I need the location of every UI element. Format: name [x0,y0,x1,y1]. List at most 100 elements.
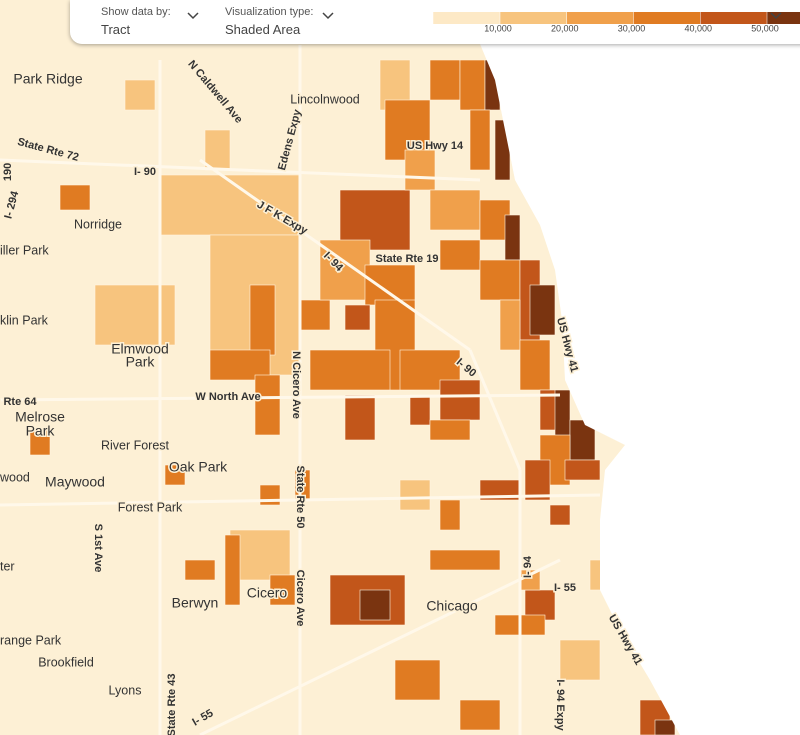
map-label: wood [0,470,30,484]
map-label: I- 94 [522,555,534,578]
map-label: I- 90 [134,166,156,178]
tract [164,464,186,486]
lake-michigan [480,44,800,735]
tract [409,394,431,426]
legend-swatch [767,12,800,24]
tract [94,284,176,346]
legend-swatch [433,12,500,24]
map-label: Park [126,354,156,370]
tract [529,284,556,336]
map-label: I- 55 [554,582,576,594]
tract [439,499,461,531]
control-panel: Show data by: Tract Visualization type: … [70,0,800,44]
control-label: Visualization type: [225,6,314,18]
dropdown-arrow[interactable] [187,12,199,20]
legend-swatch [633,12,701,24]
tract [554,389,571,441]
tract [309,349,391,391]
map-label: State Rte 64 [0,396,37,408]
map-label: W North Ave [195,391,260,403]
tract [504,214,521,261]
tract [254,374,281,436]
tract [59,184,91,211]
tract [559,639,601,681]
tract [224,534,241,606]
control-label: Show data by: [101,6,171,18]
visualization-select[interactable]: Visualization type: Shaded Area [225,6,313,37]
tract [184,559,216,581]
legend-swatch [566,12,634,24]
map-label: Cicero [247,585,288,601]
tract [429,419,471,441]
tract [429,189,481,231]
tract [204,129,231,171]
tract [499,299,521,351]
map-label: 190 [2,163,14,181]
tract [459,699,501,731]
map-label: I- 94 Expy [554,679,566,731]
map-label: State Rte 50 [294,466,306,529]
data-by-select[interactable]: Show data by: Tract [101,6,171,37]
map-label: Norridge [74,217,122,231]
map-label: iller Park [0,243,49,257]
map-label: US Hwy 14 [407,140,464,152]
tract [344,304,371,331]
legend-tick-label: 10,000 [484,23,512,33]
tract [519,339,551,391]
tract [344,394,376,441]
tract [564,459,601,481]
legend-tick-label: 50,000 [751,23,779,33]
legend-swatch [700,12,767,24]
tract [404,149,436,191]
roads [0,45,601,735]
map-label: Berwyn [172,595,219,611]
dropdown-arrow[interactable] [322,12,334,20]
map-label: Brookfield [38,655,94,669]
map-label: Maywood [45,474,105,490]
map-label: State Rte 19 [376,253,439,265]
legend-tick-label: 40,000 [684,23,712,33]
map-label: klin Park [0,313,49,327]
tract [549,504,571,526]
control-value: Shaded Area [225,22,301,37]
map-label: range Park [0,633,62,647]
tract [524,459,551,501]
legend-tick-label: 30,000 [618,23,646,33]
map-label: Melrose [15,409,65,425]
map-label: Elmwood [111,341,169,357]
map-label: Chicago [426,598,478,614]
tract [429,59,461,101]
map-label: Park Ridge [13,71,82,87]
map-label: Cicero Ave [294,570,306,627]
tract [459,59,486,111]
tract [394,659,441,701]
tract [439,239,481,271]
tract [479,259,521,301]
tract [399,479,431,511]
map-label: Forest Park [118,500,183,514]
map-label: S 1st Ave [92,524,104,573]
map-label: ter [0,559,15,573]
tract [429,549,501,571]
tract [29,429,51,456]
legend-swatch [500,12,567,24]
tract [249,284,276,356]
tract [364,264,416,306]
map-label: Park [26,423,56,439]
tract [654,719,676,735]
map-label: Lincolnwood [290,92,360,106]
legend-tick-label: 20,000 [551,23,579,33]
tract [124,79,156,111]
tract [299,299,331,331]
tract [469,109,491,171]
map-label: State Rte 43 [166,674,178,735]
map-label: River Forest [101,438,170,452]
dropdown-arrow[interactable] [770,12,782,20]
map-label: N Cicero Ave [290,351,302,419]
tract [269,574,296,606]
tract [159,174,301,236]
tract [439,379,481,421]
legend: 10,000 20,000 30,000 40,000 50,000 [433,12,800,33]
